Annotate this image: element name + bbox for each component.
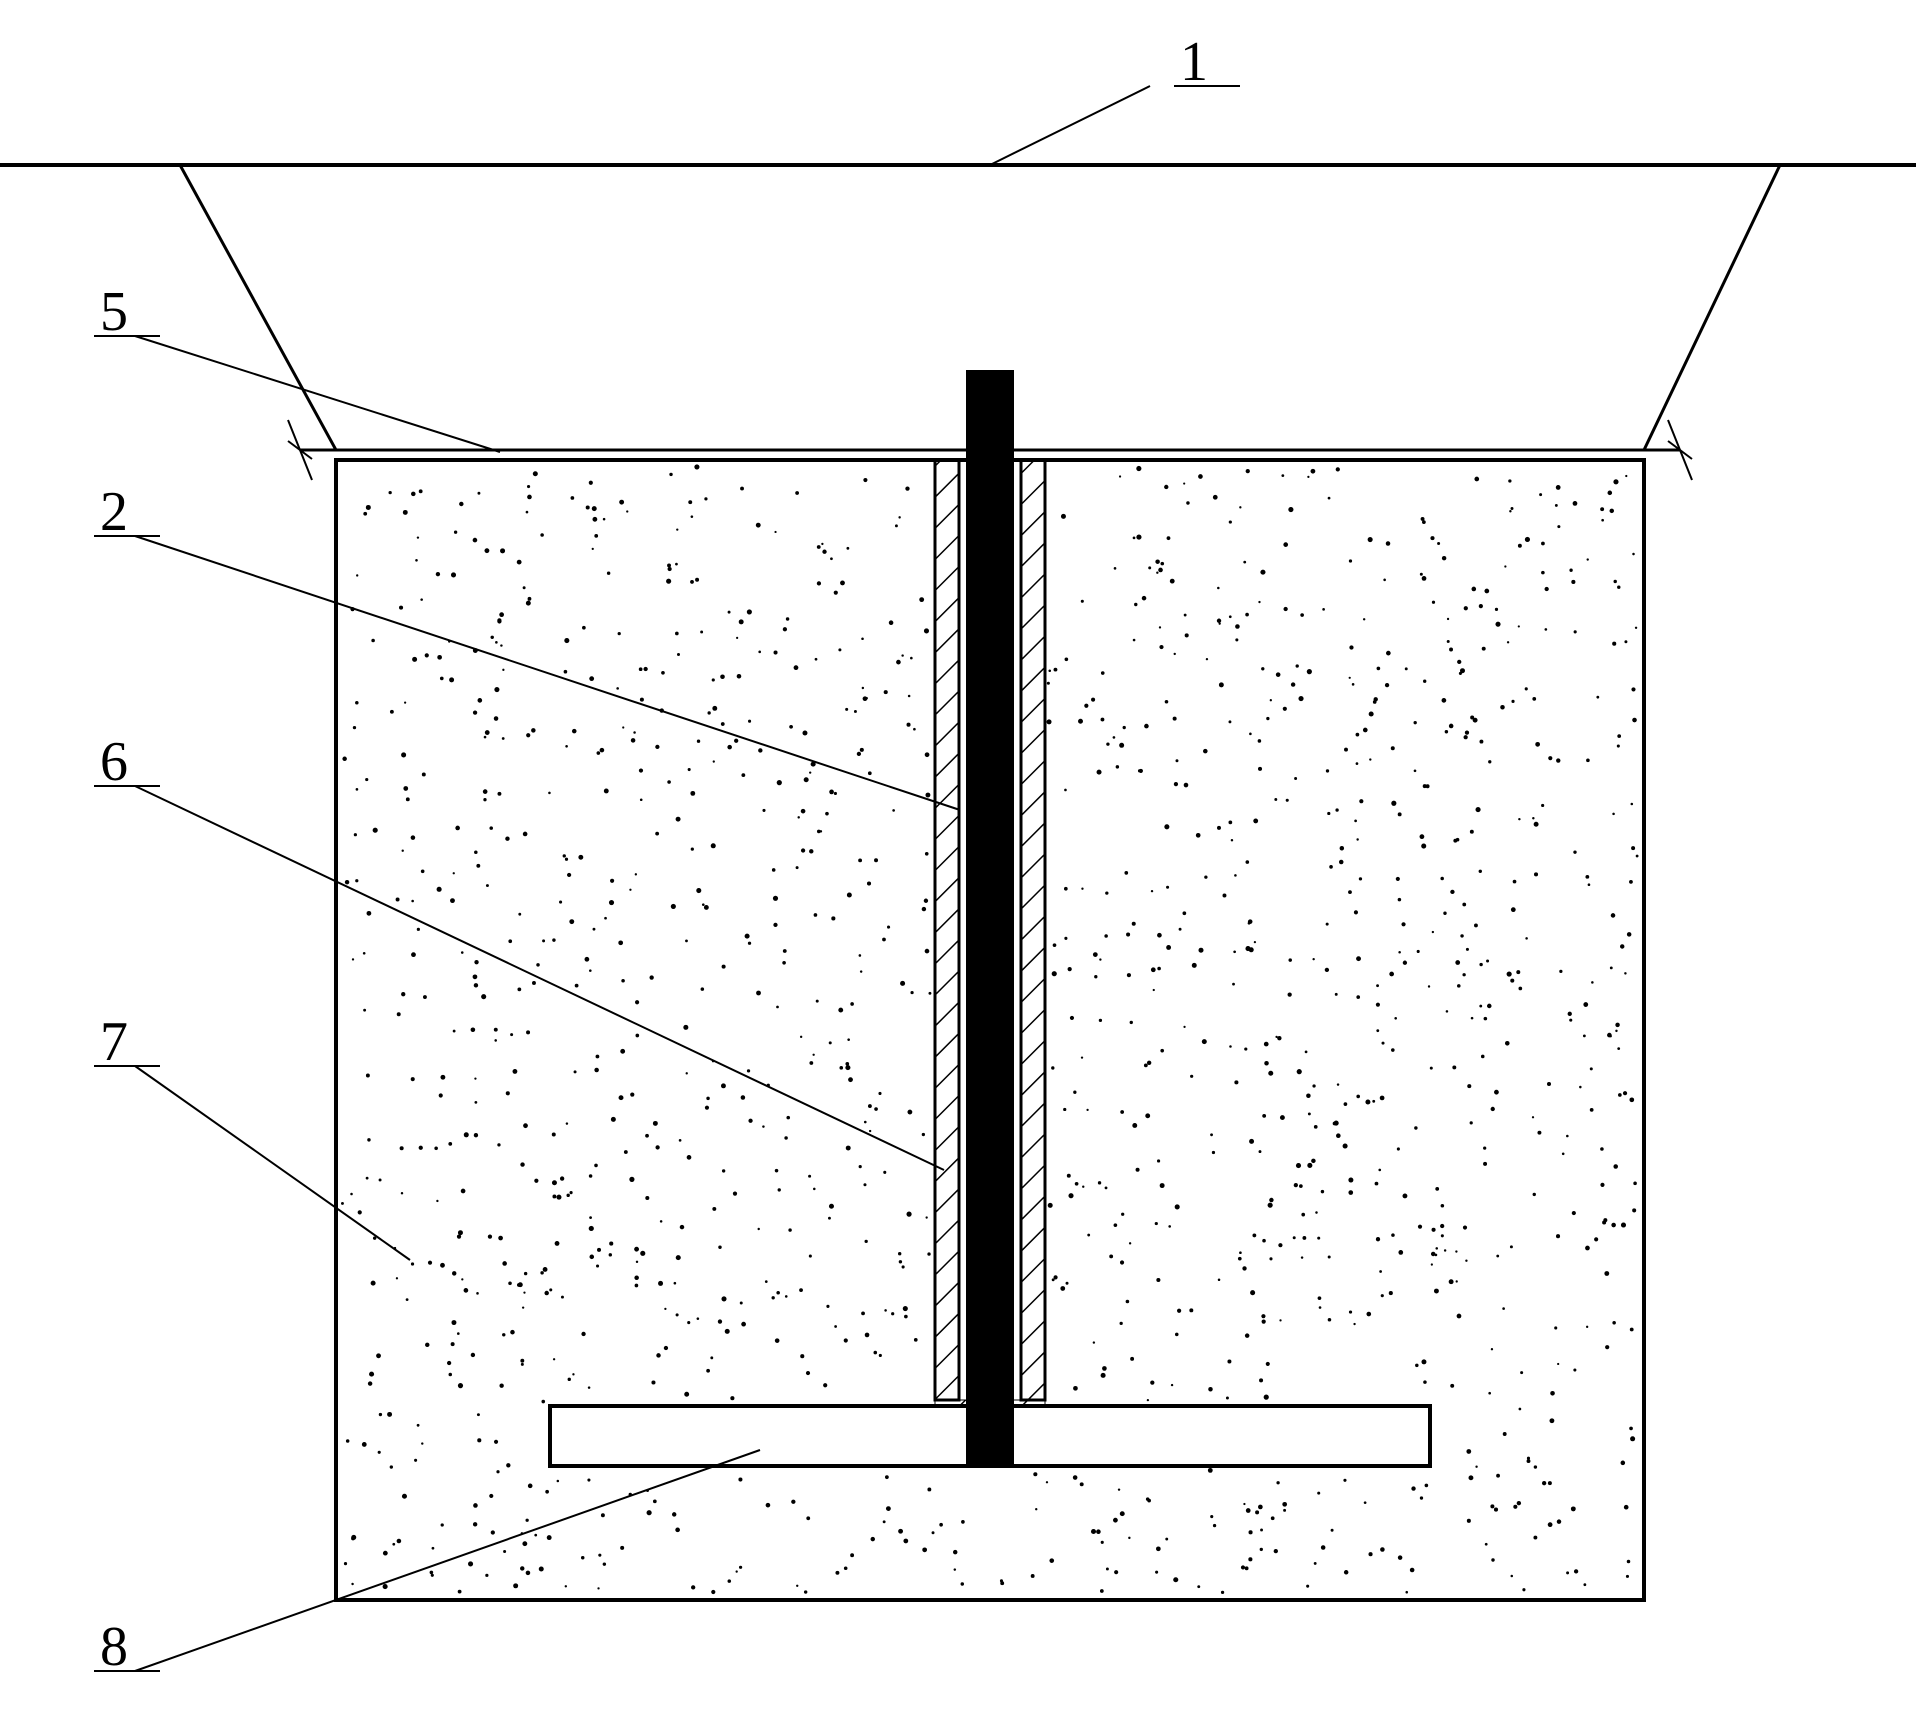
callout-6-label: 6	[100, 731, 128, 793]
callout-2-label: 2	[100, 481, 128, 543]
callout-7-label: 7	[100, 1011, 128, 1073]
excavation-wall-right	[1644, 165, 1780, 450]
excavation-wall-left	[180, 165, 336, 450]
callout-5: 5	[94, 281, 500, 452]
callout-5-label: 5	[100, 281, 128, 343]
callout-1: 1	[990, 31, 1240, 165]
callout-8-label: 8	[100, 1616, 128, 1678]
callout-1-label: 1	[1180, 31, 1208, 93]
